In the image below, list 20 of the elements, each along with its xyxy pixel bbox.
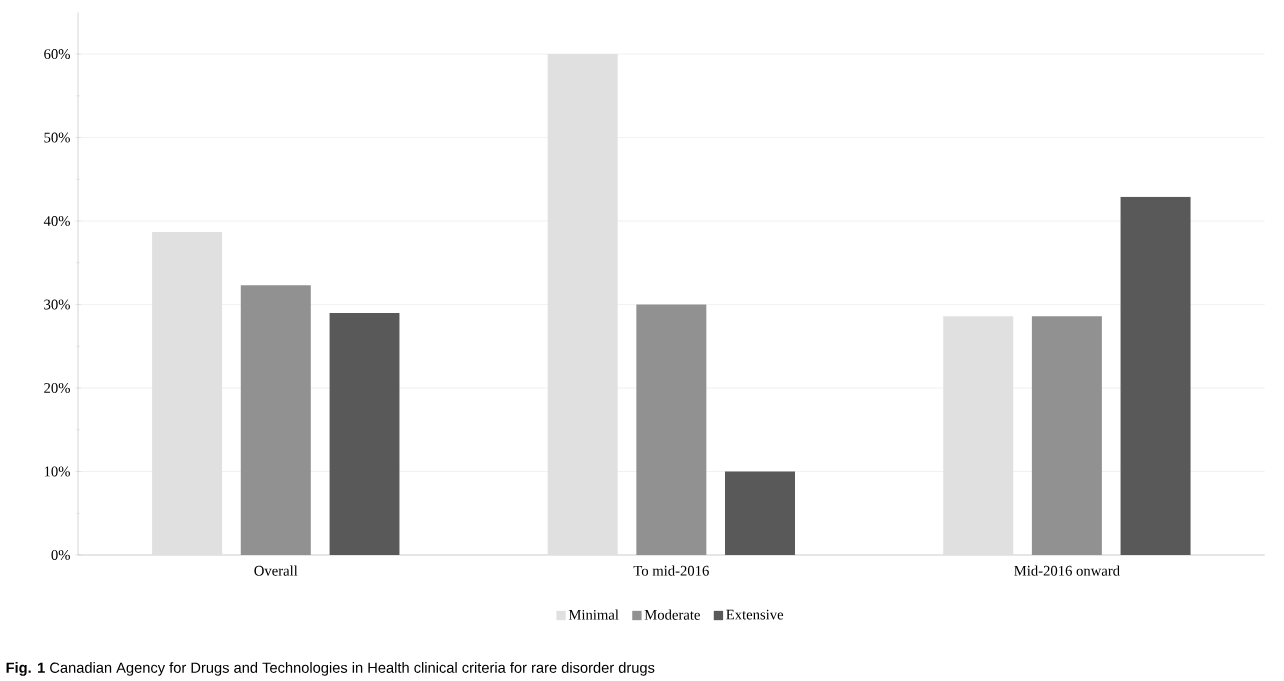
bar	[240, 285, 311, 555]
y-tick-label: 40%	[43, 216, 70, 227]
y-tick-label: 20%	[44, 383, 70, 393]
legend-label: Moderate	[644, 609, 700, 620]
y-tick-label: 0%	[51, 550, 70, 560]
bar	[1031, 316, 1102, 555]
bar	[329, 312, 400, 555]
y-tick-label: 60%	[44, 49, 70, 60]
y-tick-label: 30%	[44, 299, 70, 310]
x-tick-label: To mid-2016	[633, 565, 709, 576]
legend-label: Minimal	[568, 609, 619, 620]
x-tick-label: Overall	[254, 565, 298, 576]
x-tick-label: Mid-2016 onward	[1014, 565, 1120, 576]
text: Fig. 1 Canadian Agency for Drugs and Technologies in Health clinical criteria for rare disorder drugs	[6, 662, 655, 676]
bar	[725, 471, 796, 555]
bar	[636, 304, 707, 555]
y-tick-label: 10%	[44, 466, 70, 477]
y-tick-label: 50%	[44, 132, 70, 143]
legend-label: Extensive	[726, 609, 784, 620]
bar	[1120, 196, 1191, 555]
